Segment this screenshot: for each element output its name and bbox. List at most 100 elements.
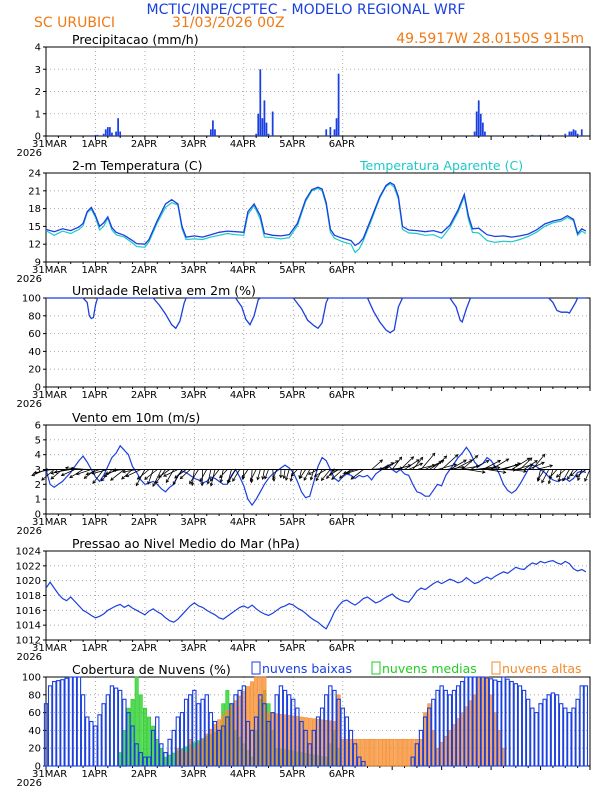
wind-arrow (31, 469, 47, 476)
wind-arrow (346, 469, 360, 474)
precip-bar (574, 130, 577, 136)
cloud-bar-low (274, 694, 279, 767)
y-tick-label: 0 (35, 132, 41, 143)
x-tick-label: 31MAR (32, 265, 67, 276)
panel-title: Vento em 10m (m/s) (72, 410, 200, 425)
cloud-bar-low (546, 694, 551, 767)
cloud-bar-low (171, 729, 176, 767)
y-tick-label: 20 (28, 365, 41, 376)
cloud-bar-low (138, 752, 143, 767)
y-tick-label: 1 (35, 109, 41, 120)
series-temp-line (45, 181, 587, 247)
y-tick-label: 40 (28, 726, 41, 737)
wind-arrow-head (537, 477, 541, 481)
x-tick-label: 4APR (230, 643, 256, 654)
wind-arrow-head (380, 467, 384, 471)
cloud-bar-low (175, 716, 181, 767)
cloud-bar-low (443, 689, 448, 767)
cloud-bar-low (204, 694, 209, 767)
wind-arrow-head (241, 474, 246, 479)
precip-bar (580, 129, 583, 136)
x-tick-label: 4APR (230, 265, 256, 276)
cloud-bar-low (468, 676, 473, 767)
x-tick-label: 6APR (329, 390, 355, 401)
cloud-bar-low (105, 694, 111, 767)
wind-arrow (528, 461, 545, 470)
wind-arrow (470, 460, 489, 470)
wind-arrow-head (232, 478, 236, 482)
wind-arrow (272, 469, 278, 479)
panel-title: Precipitacao (mm/h) (72, 32, 199, 47)
wind-arrow-head (70, 466, 74, 471)
wind-arrow (536, 465, 553, 470)
wind-arrow (391, 456, 402, 470)
precip-bar (214, 129, 216, 136)
cloud-bar-low (336, 698, 341, 767)
cloud-bar-low (270, 712, 275, 767)
wind-arrow-head (512, 468, 517, 472)
wind-arrow-head (497, 459, 502, 464)
cloud-bar-low (43, 703, 49, 767)
cloud-bar-high (386, 738, 390, 767)
wind-arrow (250, 469, 257, 481)
x-tick-label: 3APR (180, 390, 206, 401)
wind-arrow-head (206, 480, 211, 485)
precip-bar (106, 127, 109, 136)
wind-arrow (400, 456, 414, 470)
wind-arrow-head (179, 475, 184, 480)
wind-arrow (331, 469, 343, 480)
cloud-bar-low (89, 720, 94, 767)
wind-arrow-head (541, 461, 545, 465)
wind-arrow (303, 469, 311, 481)
wind-arrow (227, 469, 236, 483)
wind-arrow (41, 469, 55, 481)
wind-arrow-head (41, 477, 45, 481)
wind-arrow-head (502, 470, 507, 474)
wind-arrow-head (331, 476, 335, 480)
wind-arrow-head (121, 476, 125, 480)
y-tick-label: 6 (35, 421, 41, 432)
wind-arrow (490, 458, 509, 470)
wind-arrow-head (320, 477, 325, 482)
cloud-bar-low (216, 729, 222, 767)
cloud-bar-low (348, 729, 354, 767)
y-tick-label: 1 (35, 495, 41, 506)
wind-arrow-head (69, 474, 73, 479)
wind-arrow (558, 469, 562, 482)
cloud-bar-low (315, 716, 321, 767)
cloud-bar-low (221, 725, 226, 767)
wind-arrow-head (326, 475, 330, 480)
cloud-bar-low (134, 743, 139, 767)
precip-bar (335, 118, 338, 136)
cloud-bar-low (357, 756, 362, 767)
wind-arrow (174, 469, 187, 479)
wind-arrow (420, 453, 436, 470)
wind-arrow (70, 467, 88, 470)
y-tick-label: 3 (35, 465, 41, 476)
cloud-bar-low (422, 716, 428, 767)
wind-arrow-head (261, 476, 265, 481)
wind-arrow (321, 469, 331, 481)
x-tick-label: 31MAR (32, 769, 67, 780)
wind-arrow-head (271, 478, 276, 482)
wind-arrow-head (282, 475, 286, 480)
precip-bar (263, 100, 266, 136)
cloud-bar-low (307, 743, 312, 767)
panel-2: 9 12 15 18 21 24 31MAR 1APR 2APR 3APR 4APR 5APR 6APR… (17, 158, 591, 285)
cloud-bar-low (97, 714, 102, 767)
wind-arrow (113, 469, 129, 471)
cloud-bar-low (579, 685, 584, 767)
wind-arrow-head (190, 482, 195, 487)
y-tick-label: 21 (28, 186, 41, 197)
wind-arrow (503, 462, 521, 470)
cloud-bar-low (410, 756, 415, 767)
precip-bar (96, 134, 99, 136)
cloud-bar-low (76, 676, 82, 767)
wind-arrow-head (125, 473, 130, 478)
wind-arrow-head (163, 473, 167, 477)
wind-arrow (199, 469, 208, 482)
y-tick-label: 80 (28, 311, 41, 322)
wind-arrow-head (577, 477, 581, 482)
precip-bar (568, 131, 571, 136)
wind-arrow-head (44, 468, 48, 472)
